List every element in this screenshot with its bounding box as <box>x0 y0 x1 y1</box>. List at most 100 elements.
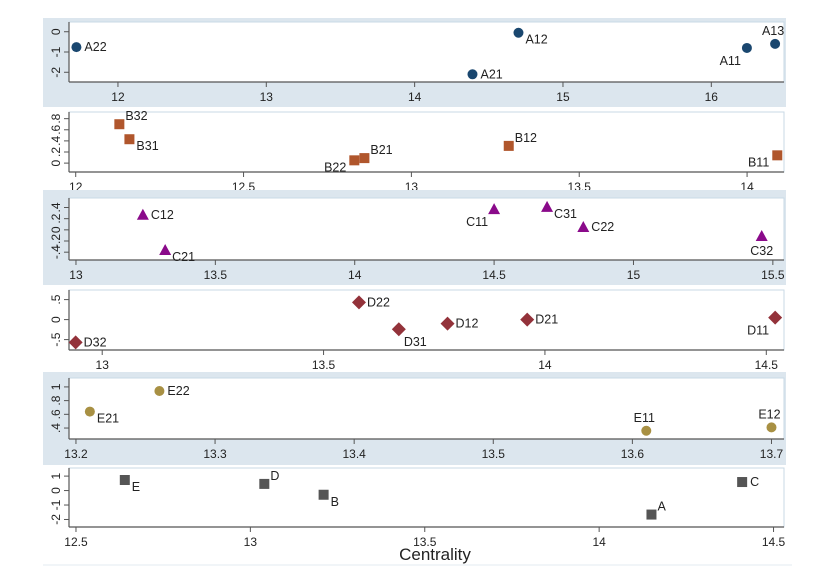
y-tick-label: 0 <box>49 159 63 166</box>
point-B <box>318 489 329 500</box>
point-A22 <box>71 42 82 53</box>
y-tick-label: .8 <box>49 395 63 405</box>
point-label-A13: A13 <box>762 24 784 38</box>
point-label-C32: C32 <box>750 244 773 258</box>
y-tick-label: -1 <box>49 499 63 510</box>
x-tick-label: 13.3 <box>203 447 227 461</box>
x-tick-label: 13.7 <box>760 447 784 461</box>
y-tick-label: 1 <box>49 472 63 479</box>
point-label-C11: C11 <box>466 215 488 229</box>
point-label-D11: D11 <box>747 324 769 338</box>
x-tick-label: 14.5 <box>762 535 786 549</box>
point-label-D21: D21 <box>535 313 558 327</box>
point-label-E12: E12 <box>758 407 780 421</box>
y-tick-label: .4 <box>49 136 63 146</box>
point-label-A21: A21 <box>480 67 502 81</box>
y-tick-label: 0 <box>49 316 63 323</box>
point-label-B21: B21 <box>370 143 392 157</box>
point-label-D22: D22 <box>367 295 390 309</box>
x-axis-title: Centrality <box>399 545 471 564</box>
point-label-E21: E21 <box>97 412 119 426</box>
point-A13 <box>770 38 781 49</box>
y-tick-label: 0 <box>49 487 63 494</box>
point-label-B12: B12 <box>515 131 537 145</box>
x-tick-label: 13 <box>69 268 83 282</box>
plot-area <box>68 111 785 173</box>
point-label-B31: B31 <box>136 139 158 153</box>
point-E21 <box>84 406 95 417</box>
y-tick-label: -2 <box>49 67 63 78</box>
point-label-C31: C31 <box>554 207 577 221</box>
point-label-C22: C22 <box>591 220 614 234</box>
point-A12 <box>513 27 524 38</box>
plot-area <box>68 197 785 261</box>
x-tick-label: 13 <box>260 90 274 104</box>
plot-area <box>68 289 785 351</box>
point-A11 <box>741 42 752 53</box>
x-tick-label: 13.5 <box>413 535 437 549</box>
point-B22 <box>349 155 360 166</box>
y-tick-label: .4 <box>49 202 63 212</box>
point-E <box>119 475 130 486</box>
point-C31 <box>541 200 554 212</box>
point-label-C21: C21 <box>172 250 195 264</box>
point-C21 <box>159 243 172 255</box>
plot-area <box>68 377 785 440</box>
panel-B: 12 12.5 13 13.5 140.2.4.6.8 B32B31B22B21B12B1… <box>49 109 785 194</box>
x-tick-label: 13.5 <box>204 268 228 282</box>
y-tick-label: .5 <box>49 294 63 304</box>
x-tick-label: 15 <box>627 268 641 282</box>
point-label-A: A <box>657 500 666 514</box>
point-D12 <box>440 316 455 331</box>
y-tick-label: .6 <box>49 124 63 134</box>
point-B31 <box>124 134 135 145</box>
x-tick-label: 13.6 <box>621 447 645 461</box>
point-D32 <box>68 335 83 350</box>
panel-C: 13 13.5 14 14.5 15 15.5 -.4-.20 .2.4 C12 C21 C11 C3… <box>43 190 786 285</box>
y-tick-label: -.4 <box>49 245 63 259</box>
y-tick-label: .2 <box>49 147 63 157</box>
x-tick-label: 14.5 <box>755 358 779 372</box>
x-tick-label: 13.4 <box>342 447 366 461</box>
point-B21 <box>359 153 370 164</box>
point-C <box>737 477 748 488</box>
panel-F: 12.5 13 13.5 14 14.5 -2 -1 0 1 E D B A C <box>49 467 786 549</box>
point-D <box>259 478 270 489</box>
point-label-B22: B22 <box>324 160 346 174</box>
y-tick-label: .2 <box>49 213 63 223</box>
point-B11 <box>772 150 783 161</box>
point-B12 <box>503 140 514 151</box>
panel-A: 12 13 14 15 16 -2 -1 0 A22 A12 A21 A11 A13 <box>43 18 786 107</box>
x-tick-label: 12.5 <box>64 535 88 549</box>
x-tick-label: 15 <box>556 90 570 104</box>
point-label-B32: B32 <box>125 109 147 123</box>
point-label-A11: A11 <box>720 54 741 68</box>
point-label-A12: A12 <box>525 33 547 47</box>
x-tick-label: 14.5 <box>482 268 506 282</box>
y-tick-label: 1 <box>49 383 63 390</box>
plot-area <box>68 467 785 528</box>
x-tick-label: 13 <box>96 358 110 372</box>
point-label-C12: C12 <box>151 208 174 222</box>
x-tick-label: 14 <box>408 90 422 104</box>
x-tick-label: 12 <box>111 90 125 104</box>
x-tick-label: 13 <box>244 535 258 549</box>
point-label-D31: D31 <box>404 335 427 349</box>
y-tick-label: 0 <box>49 28 63 35</box>
point-label-D12: D12 <box>456 317 479 331</box>
plot-area <box>68 21 785 83</box>
point-C11 <box>488 203 501 215</box>
point-label-D32: D32 <box>84 335 107 349</box>
x-tick-label: 13.5 <box>312 358 336 372</box>
y-tick-label: .6 <box>49 409 63 419</box>
point-label-A22: A22 <box>84 40 106 54</box>
x-tick-label: 16 <box>705 90 719 104</box>
x-tick-label: 14 <box>348 268 362 282</box>
y-tick-label: -.5 <box>49 332 63 346</box>
x-tick-label: 14 <box>592 535 606 549</box>
y-tick-label: -1 <box>49 46 63 57</box>
point-C32 <box>755 229 768 241</box>
point-D22 <box>351 295 366 310</box>
